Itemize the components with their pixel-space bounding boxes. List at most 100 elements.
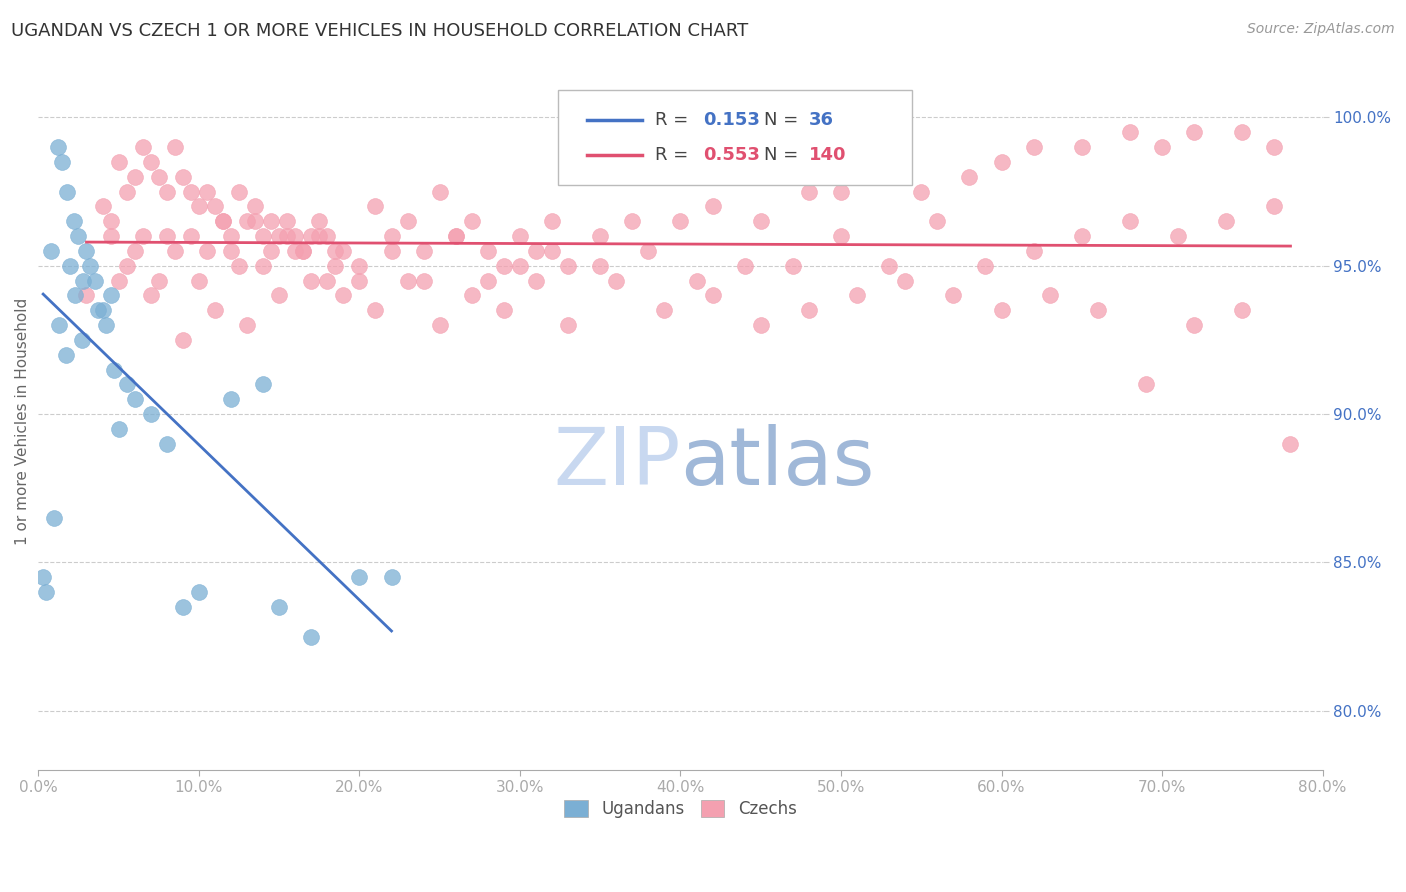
Point xyxy=(830,185,852,199)
Point xyxy=(605,274,627,288)
Point xyxy=(974,259,997,273)
Point xyxy=(1022,244,1045,258)
Point xyxy=(380,229,402,244)
Point xyxy=(48,318,70,332)
Point xyxy=(1215,214,1237,228)
Point xyxy=(187,585,209,599)
Point xyxy=(252,259,274,273)
Point xyxy=(243,199,266,213)
Point xyxy=(1167,229,1189,244)
Point xyxy=(292,244,315,258)
Point xyxy=(269,599,291,614)
Text: R =: R = xyxy=(655,146,693,164)
Point xyxy=(444,229,467,244)
Point xyxy=(91,199,114,213)
Text: atlas: atlas xyxy=(681,425,875,502)
Point xyxy=(396,214,419,228)
Point xyxy=(195,244,218,258)
Point xyxy=(139,155,162,169)
Point xyxy=(51,155,73,169)
Point xyxy=(702,199,724,213)
Point xyxy=(1119,125,1142,139)
Point xyxy=(1119,214,1142,228)
Point xyxy=(990,155,1012,169)
Point xyxy=(477,274,499,288)
Point xyxy=(139,407,162,421)
Point xyxy=(276,214,298,228)
Point xyxy=(236,318,259,332)
Point xyxy=(269,229,291,244)
Point xyxy=(228,185,250,199)
Point xyxy=(139,288,162,302)
Point xyxy=(429,318,451,332)
Text: UGANDAN VS CZECH 1 OR MORE VEHICLES IN HOUSEHOLD CORRELATION CHART: UGANDAN VS CZECH 1 OR MORE VEHICLES IN H… xyxy=(11,22,748,40)
Point xyxy=(131,229,153,244)
Point xyxy=(669,214,692,228)
Point xyxy=(349,274,371,288)
Point xyxy=(276,229,298,244)
Point xyxy=(910,185,932,199)
Point xyxy=(380,244,402,258)
Point xyxy=(782,259,804,273)
Point xyxy=(461,214,484,228)
Point xyxy=(163,244,186,258)
Point xyxy=(332,288,354,302)
Point xyxy=(492,303,515,318)
Point xyxy=(1182,125,1205,139)
Point xyxy=(91,303,114,318)
Point xyxy=(156,185,179,199)
Point xyxy=(70,333,93,347)
Point xyxy=(252,377,274,392)
Point xyxy=(1022,140,1045,154)
Point xyxy=(444,229,467,244)
Point xyxy=(172,333,194,347)
Point xyxy=(56,185,79,199)
Point xyxy=(323,244,346,258)
Point xyxy=(797,303,820,318)
Point xyxy=(541,244,564,258)
Point xyxy=(59,259,82,273)
Point xyxy=(1263,199,1285,213)
Point xyxy=(1279,436,1302,450)
Point xyxy=(1039,288,1062,302)
Point xyxy=(212,214,235,228)
Text: Source: ZipAtlas.com: Source: ZipAtlas.com xyxy=(1247,22,1395,37)
Point xyxy=(172,599,194,614)
Point xyxy=(72,274,94,288)
Point xyxy=(115,377,138,392)
Point xyxy=(187,199,209,213)
Point xyxy=(83,274,105,288)
Point xyxy=(228,259,250,273)
Point xyxy=(349,259,371,273)
Point xyxy=(62,214,84,228)
Point xyxy=(204,199,226,213)
Point xyxy=(364,199,387,213)
Point xyxy=(509,259,531,273)
Point xyxy=(124,244,146,258)
Point xyxy=(107,422,129,436)
Point xyxy=(461,288,484,302)
Point xyxy=(212,214,235,228)
Point xyxy=(429,185,451,199)
Point xyxy=(260,214,283,228)
Point xyxy=(957,169,980,184)
Point xyxy=(94,318,117,332)
Point xyxy=(79,259,101,273)
Text: 0.553: 0.553 xyxy=(703,146,761,164)
Point xyxy=(637,244,659,258)
Point xyxy=(621,214,644,228)
Point xyxy=(163,140,186,154)
Point xyxy=(308,229,330,244)
Text: 140: 140 xyxy=(808,146,846,164)
Point xyxy=(219,244,242,258)
Point xyxy=(942,288,965,302)
Point xyxy=(55,348,77,362)
Point xyxy=(492,259,515,273)
Point xyxy=(204,303,226,318)
Y-axis label: 1 or more Vehicles in Household: 1 or more Vehicles in Household xyxy=(15,298,30,545)
Point xyxy=(349,570,371,584)
Point xyxy=(412,244,434,258)
Point xyxy=(292,244,315,258)
Point xyxy=(172,169,194,184)
Point xyxy=(180,185,202,199)
